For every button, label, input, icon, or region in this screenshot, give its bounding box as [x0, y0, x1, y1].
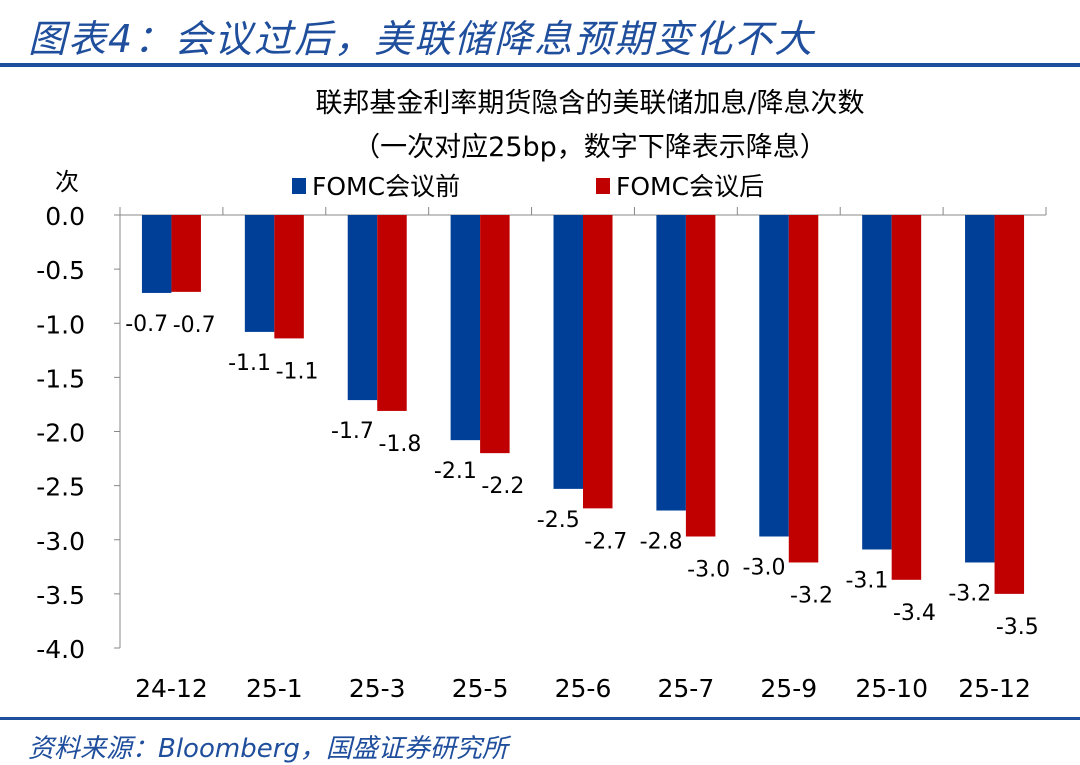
x-tick-label: 25-12 [958, 674, 1031, 703]
bar [480, 215, 510, 454]
legend-label: FOMC会议前 [312, 172, 460, 201]
legend-swatch [292, 178, 306, 194]
data-label: -1.1 [228, 351, 271, 376]
y-tick-label: -3.0 [36, 527, 85, 556]
bar [553, 215, 583, 489]
x-tick-label: 25-1 [246, 674, 303, 703]
y-axis-label: 次 [55, 168, 79, 196]
data-label: -3.2 [948, 581, 991, 606]
y-tick-label: -0.5 [36, 256, 85, 285]
data-label: -3.0 [743, 556, 786, 581]
data-label: -1.7 [331, 419, 374, 444]
y-tick-label: 0.0 [45, 202, 85, 231]
bar [788, 215, 819, 563]
bar [274, 215, 304, 339]
data-label: -3.5 [996, 615, 1039, 640]
chart-title: 联邦基金利率期货隐含的美联储加息/降息次数 [315, 88, 864, 119]
data-label: -2.1 [434, 459, 477, 484]
bar [141, 215, 172, 293]
x-tick-label: 25-3 [349, 674, 406, 703]
x-tick-label: 25-9 [760, 674, 817, 703]
bar [171, 215, 201, 292]
data-label: -3.2 [790, 583, 833, 608]
y-tick-label: -1.5 [36, 364, 85, 393]
y-tick-label: -2.5 [36, 473, 85, 502]
data-label: -3.1 [845, 568, 888, 593]
data-label: -2.2 [481, 474, 524, 499]
bar [759, 215, 789, 537]
chart-subtitle: （一次对应25bp，数字下降表示降息） [353, 132, 827, 163]
source-note: 资料来源：Bloomberg，国盛证券研究所 [28, 734, 508, 764]
x-tick-label: 25-6 [555, 674, 612, 703]
data-label: -0.7 [173, 313, 216, 338]
bar [656, 215, 686, 511]
top-divider [0, 63, 1080, 67]
bar [347, 215, 378, 401]
bar [965, 215, 995, 563]
legend-label: FOMC会议后 [616, 172, 764, 201]
y-tick-label: -4.0 [36, 635, 85, 664]
bar [244, 215, 275, 332]
data-label: -2.7 [584, 529, 627, 554]
bar [685, 215, 716, 537]
bar [994, 215, 1025, 594]
data-label: -2.5 [537, 508, 580, 533]
y-tick-label: -1.0 [36, 310, 85, 339]
data-label: -1.8 [379, 432, 422, 457]
x-tick-label: 24-12 [135, 674, 208, 703]
x-tick-label: 25-7 [658, 674, 715, 703]
bar [891, 215, 922, 580]
data-label: -0.7 [125, 312, 168, 337]
bar [450, 215, 481, 441]
figure-title: 图表4：会议过后，美联储降息预期变化不大 [28, 17, 815, 61]
bar [862, 215, 892, 550]
bar [377, 215, 407, 411]
data-label: -2.8 [640, 530, 683, 555]
data-label: -3.0 [687, 558, 730, 583]
bottom-divider [0, 717, 1080, 720]
y-tick-label: -2.0 [36, 419, 85, 448]
bar [583, 215, 613, 509]
x-tick-label: 25-5 [452, 674, 509, 703]
data-label: -1.1 [276, 359, 319, 384]
data-label: -3.4 [893, 601, 936, 626]
legend-swatch [596, 178, 610, 194]
x-tick-label: 25-10 [855, 674, 928, 703]
y-tick-label: -3.5 [36, 581, 85, 610]
